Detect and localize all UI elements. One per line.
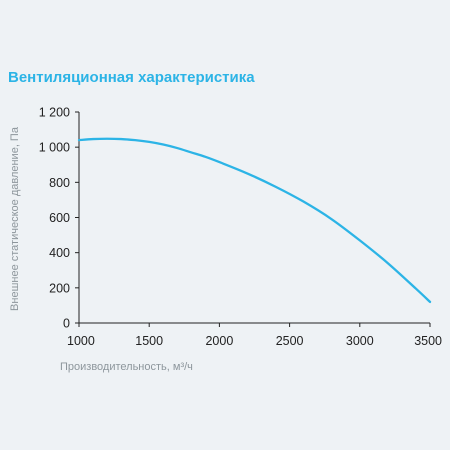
x-axis-label: Производительность, м³/ч	[60, 361, 193, 373]
x-tick-label: 2500	[276, 334, 304, 348]
series-line	[77, 137, 432, 304]
y-tick-label: 1 200	[39, 106, 70, 120]
data-series	[77, 137, 432, 304]
y-tick-label: 800	[49, 176, 70, 190]
y-tick-label: 200	[49, 281, 70, 295]
axes	[75, 111, 431, 327]
x-tick-label: 3000	[346, 334, 374, 348]
x-tick-label: 3500	[414, 334, 442, 348]
y-tick-label: 600	[49, 211, 70, 225]
x-tick-label: 1000	[67, 334, 95, 348]
y-tick-label: 1 000	[39, 141, 70, 155]
y-axis-label: Внешнее статическое давление, Па	[9, 126, 21, 311]
chart-title: Вентиляционная характеристика	[8, 69, 255, 86]
x-tick-label: 2000	[205, 334, 233, 348]
y-tick-label: 0	[63, 317, 70, 331]
x-tick-label: 1500	[135, 334, 163, 348]
y-tick-label: 400	[49, 246, 70, 260]
